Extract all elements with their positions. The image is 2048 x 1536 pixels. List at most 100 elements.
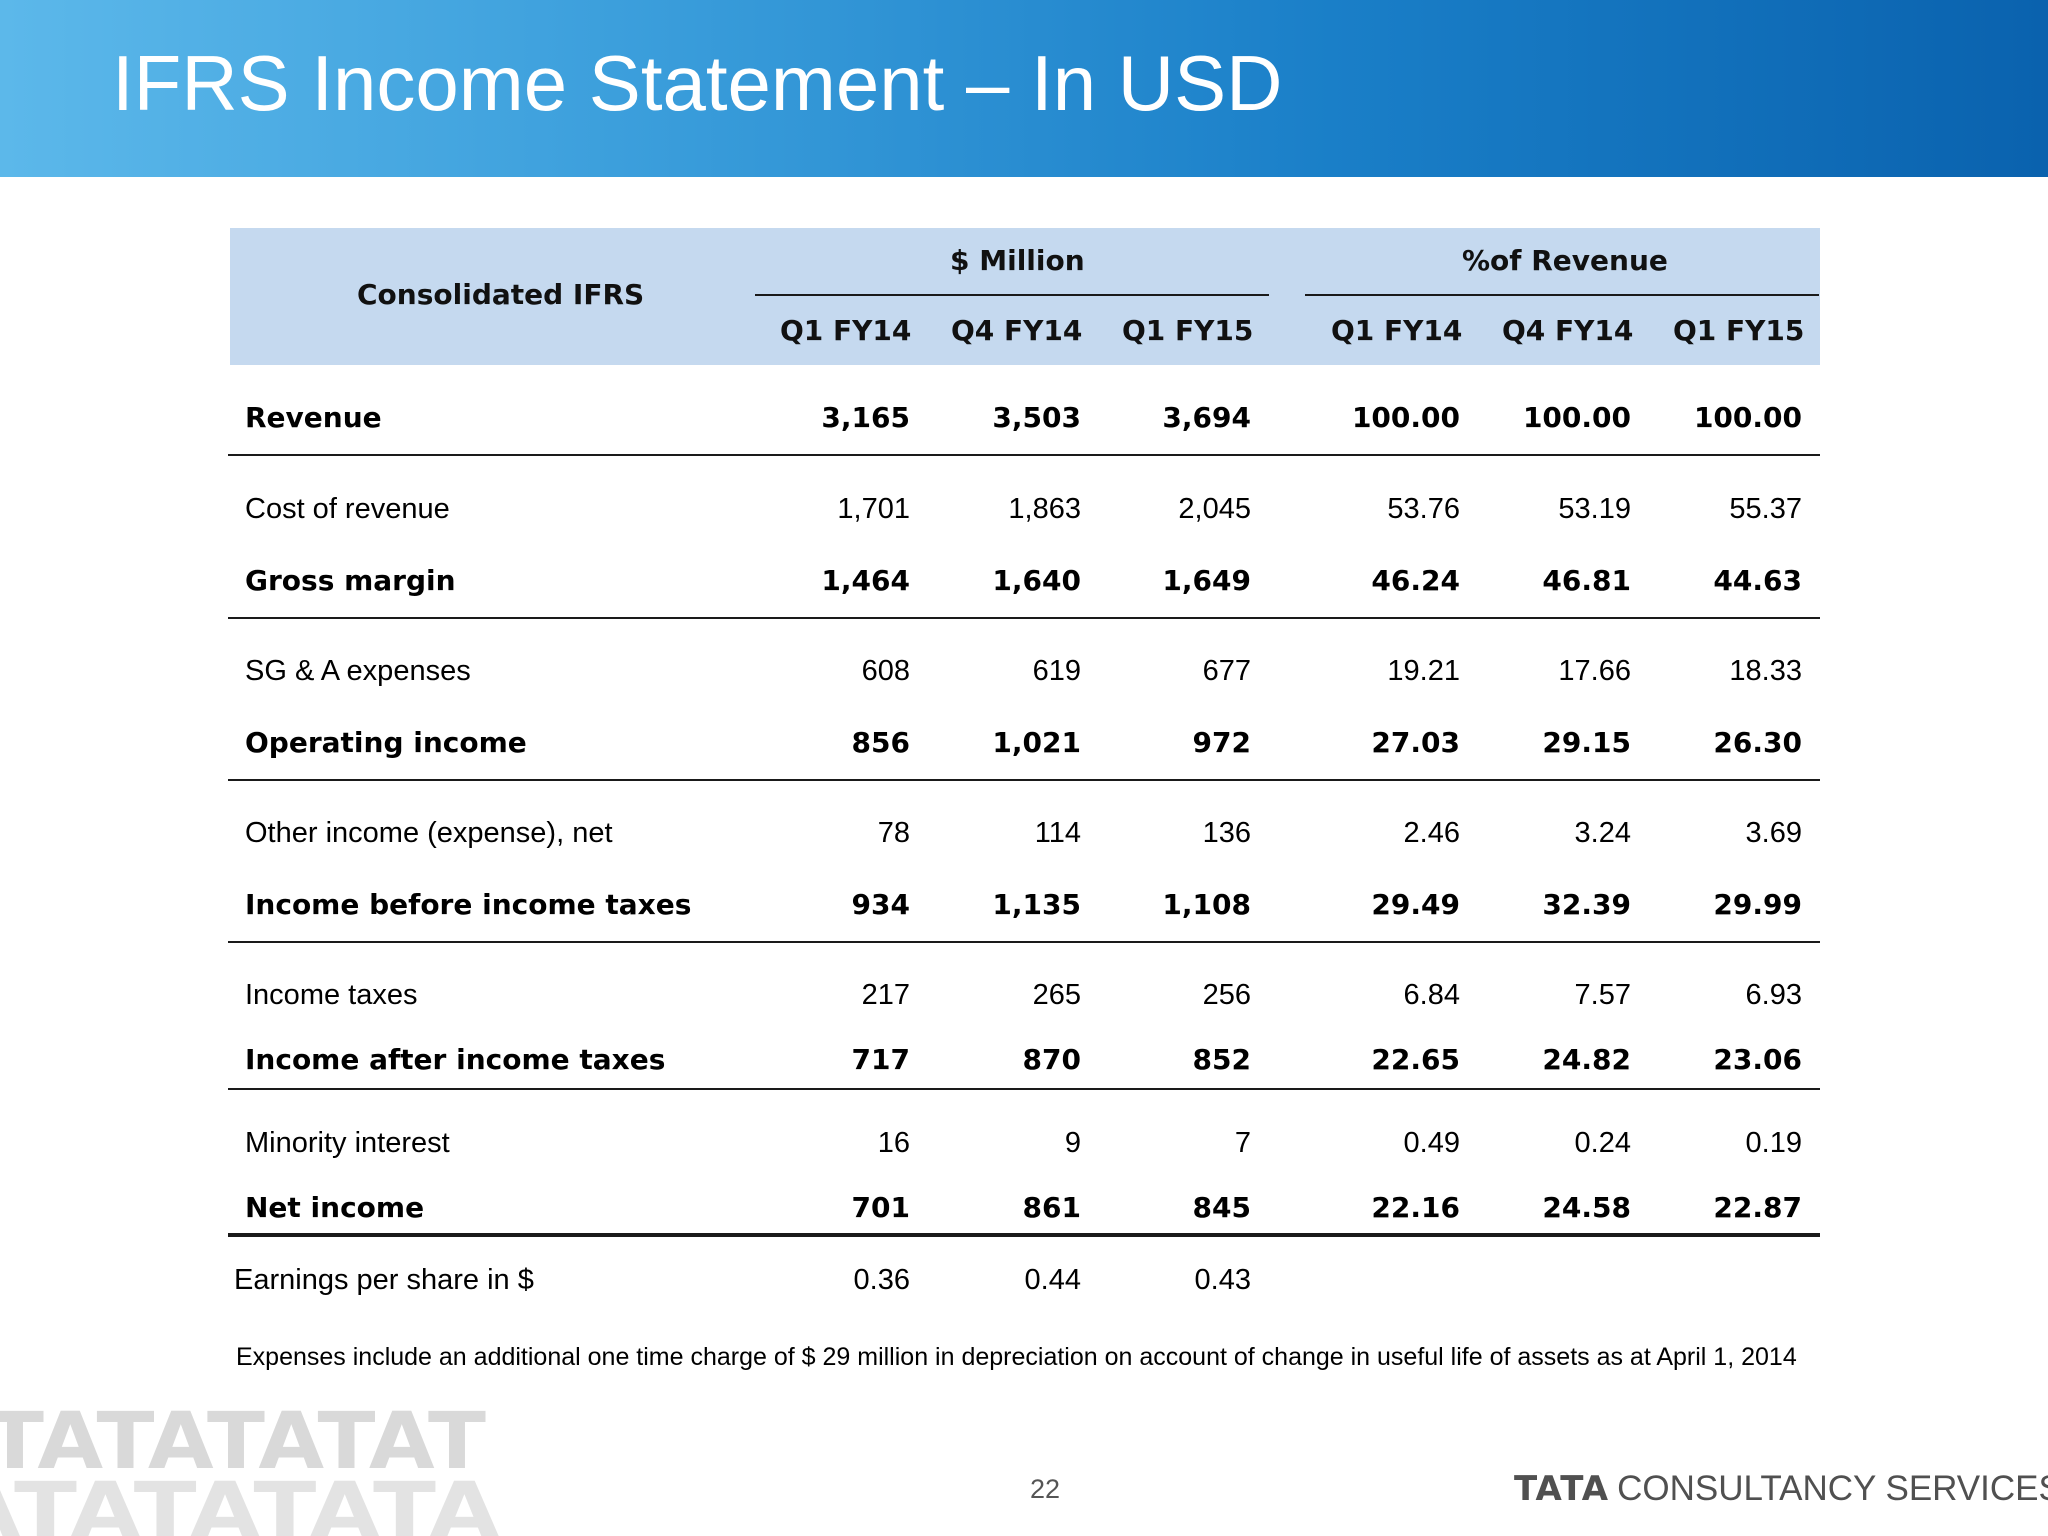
table-cell: 3,165 xyxy=(821,401,910,434)
table-cell: 27.03 xyxy=(1371,726,1460,759)
table-cell: 23.06 xyxy=(1713,1043,1802,1076)
table-cell: 972 xyxy=(1192,726,1251,759)
table-cell: 677 xyxy=(1202,655,1251,687)
table-cell: 1,649 xyxy=(1162,564,1251,597)
table-cell: 1,701 xyxy=(837,493,910,525)
table-cell: 53.76 xyxy=(1387,493,1460,525)
table-cell: 852 xyxy=(1192,1043,1251,1076)
col-header: Q1 FY15 xyxy=(1673,314,1805,347)
million-group-header: $ Million xyxy=(950,244,1085,277)
table-cell: 114 xyxy=(1034,817,1081,849)
row-label: Gross margin xyxy=(245,564,456,597)
row-divider xyxy=(228,941,1820,943)
row-label: Other income (expense), net xyxy=(245,817,613,849)
page-number: 22 xyxy=(1030,1474,1061,1504)
table-cell: 217 xyxy=(861,979,910,1011)
table-cell: 265 xyxy=(1032,979,1081,1011)
table-cell: 3,694 xyxy=(1162,401,1251,434)
row-divider xyxy=(228,617,1820,619)
table-cell: 46.24 xyxy=(1371,564,1460,597)
table-cell: 24.58 xyxy=(1542,1191,1631,1224)
pct-group-header: %of Revenue xyxy=(1462,244,1668,277)
table-cell: 717 xyxy=(851,1043,910,1076)
table-cell: 78 xyxy=(877,817,910,849)
table-cell: 100.00 xyxy=(1351,401,1460,434)
table-cell: 3,503 xyxy=(992,401,1081,434)
col-header: Q1 FY14 xyxy=(780,314,912,347)
table-cell: 2,045 xyxy=(1178,493,1251,525)
table-cell: 6.84 xyxy=(1403,979,1460,1011)
table-cell: 0.43 xyxy=(1194,1264,1251,1296)
table-cell: 46.81 xyxy=(1542,564,1631,597)
tata-watermark: TATATATAT ATATATATA xyxy=(0,1406,500,1536)
table-cell: 32.39 xyxy=(1542,888,1631,921)
table-cell: 53.19 xyxy=(1558,493,1631,525)
col-header: Q4 FY14 xyxy=(1502,314,1634,347)
logo-brand: TATA xyxy=(1514,1469,1610,1509)
row-divider xyxy=(228,1233,1820,1237)
tcs-logo: TATA CONSULTANCY SERVICES xyxy=(1514,1469,2048,1509)
table-cell: 1,108 xyxy=(1162,888,1251,921)
table-cell: 619 xyxy=(1032,655,1081,687)
table-cell: 0.36 xyxy=(853,1264,910,1296)
table-cell: 6.93 xyxy=(1745,979,1802,1011)
table-cell: 0.49 xyxy=(1403,1127,1460,1159)
table-cell: 22.87 xyxy=(1713,1191,1802,1224)
table-cell: 29.99 xyxy=(1713,888,1802,921)
table-cell: 100.00 xyxy=(1693,401,1802,434)
table-cell: 100.00 xyxy=(1522,401,1631,434)
table-cell: 24.82 xyxy=(1542,1043,1631,1076)
row-label: Net income xyxy=(245,1191,425,1224)
table-cell: 0.19 xyxy=(1745,1127,1802,1159)
table-cell: 1,464 xyxy=(821,564,910,597)
footnote: Expenses include an additional one time … xyxy=(236,1343,1797,1371)
table-cell: 18.33 xyxy=(1729,655,1802,687)
million-group-underline xyxy=(755,294,1269,296)
table-cell: 26.30 xyxy=(1713,726,1802,759)
table-cell: 861 xyxy=(1022,1191,1081,1224)
col-header: Q4 FY14 xyxy=(951,314,1083,347)
table-cell: 0.44 xyxy=(1024,1264,1081,1296)
table-cell: 7 xyxy=(1234,1127,1251,1159)
row-label: Revenue xyxy=(245,401,382,434)
row-label: Minority interest xyxy=(245,1127,450,1159)
row-label: Income before income taxes xyxy=(245,888,692,921)
table-cell: 9 xyxy=(1064,1127,1081,1159)
row-label: Operating income xyxy=(245,726,527,759)
row-label: Income after income taxes xyxy=(245,1043,666,1076)
table-cell: 0.24 xyxy=(1574,1127,1631,1159)
table-cell: 17.66 xyxy=(1558,655,1631,687)
table-cell: 3.24 xyxy=(1574,817,1631,849)
table-cell: 55.37 xyxy=(1729,493,1802,525)
col-header: Q1 FY14 xyxy=(1331,314,1463,347)
table-cell: 256 xyxy=(1202,979,1251,1011)
table-cell: 136 xyxy=(1202,817,1251,849)
table-cell: 934 xyxy=(851,888,910,921)
col-header: Q1 FY15 xyxy=(1122,314,1254,347)
table-cell: 701 xyxy=(851,1191,910,1224)
table-cell: 1,135 xyxy=(992,888,1081,921)
page-title: IFRS Income Statement – In USD xyxy=(112,39,1283,127)
row-divider xyxy=(228,454,1820,456)
table-cell: 29.15 xyxy=(1542,726,1631,759)
watermark-text: TATATATAT xyxy=(0,1406,486,1487)
row-divider xyxy=(228,779,1820,781)
table-cell: 856 xyxy=(851,726,910,759)
table-cell: 29.49 xyxy=(1371,888,1460,921)
table-cell: 22.65 xyxy=(1371,1043,1460,1076)
table-cell: 1,640 xyxy=(992,564,1081,597)
table-cell: 16 xyxy=(877,1127,910,1159)
table-cell: 44.63 xyxy=(1713,564,1802,597)
table-cell: 608 xyxy=(861,655,910,687)
table-header-band xyxy=(230,228,1820,365)
logo-text: CONSULTANCY SERVICES xyxy=(1617,1469,2048,1508)
row-label: Income taxes xyxy=(245,979,418,1011)
watermark-text: ATATATATA xyxy=(0,1467,500,1536)
row-label-header: Consolidated IFRS xyxy=(357,278,645,311)
title-bar xyxy=(0,0,2048,177)
row-label: Cost of revenue xyxy=(245,493,450,525)
table-cell: 19.21 xyxy=(1387,655,1460,687)
table-cell: 2.46 xyxy=(1403,817,1460,849)
table-cell: 22.16 xyxy=(1371,1191,1460,1224)
table-cell: 1,021 xyxy=(992,726,1081,759)
